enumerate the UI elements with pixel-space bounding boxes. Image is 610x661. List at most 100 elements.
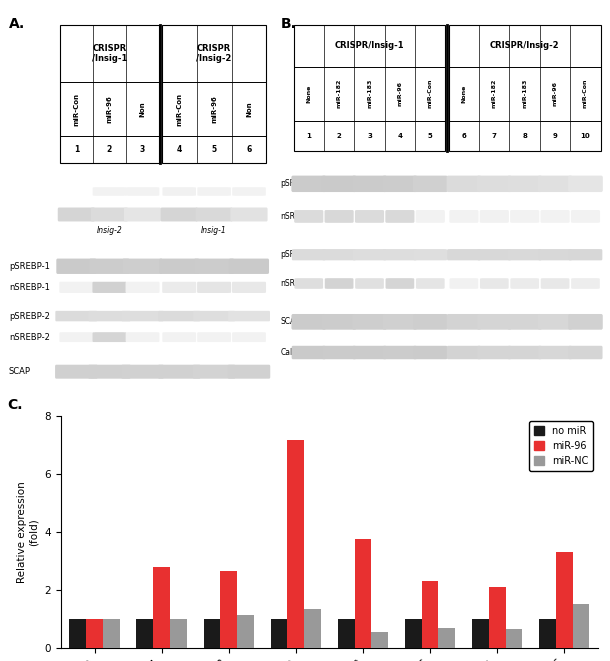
FancyBboxPatch shape <box>396 281 404 286</box>
FancyBboxPatch shape <box>479 176 509 191</box>
FancyBboxPatch shape <box>300 348 317 357</box>
FancyBboxPatch shape <box>361 178 378 189</box>
FancyBboxPatch shape <box>177 190 182 193</box>
FancyBboxPatch shape <box>487 179 501 188</box>
FancyBboxPatch shape <box>509 315 540 329</box>
FancyBboxPatch shape <box>292 314 326 330</box>
FancyBboxPatch shape <box>357 250 382 259</box>
Text: B.: B. <box>281 17 296 31</box>
FancyBboxPatch shape <box>398 282 402 286</box>
FancyBboxPatch shape <box>174 211 184 218</box>
FancyBboxPatch shape <box>423 179 437 188</box>
FancyBboxPatch shape <box>361 251 378 258</box>
FancyBboxPatch shape <box>102 211 117 218</box>
FancyBboxPatch shape <box>481 211 507 222</box>
FancyBboxPatch shape <box>364 280 375 286</box>
FancyBboxPatch shape <box>575 211 597 221</box>
FancyBboxPatch shape <box>307 214 311 219</box>
FancyBboxPatch shape <box>367 180 372 187</box>
FancyBboxPatch shape <box>173 284 186 290</box>
FancyBboxPatch shape <box>544 348 566 358</box>
FancyBboxPatch shape <box>173 189 185 194</box>
FancyBboxPatch shape <box>395 318 404 326</box>
FancyBboxPatch shape <box>422 178 439 189</box>
FancyBboxPatch shape <box>420 251 441 259</box>
FancyBboxPatch shape <box>97 260 122 272</box>
Bar <box>539 619 556 648</box>
FancyBboxPatch shape <box>514 178 536 190</box>
FancyBboxPatch shape <box>486 178 503 189</box>
FancyBboxPatch shape <box>397 319 403 325</box>
FancyBboxPatch shape <box>298 279 320 288</box>
FancyBboxPatch shape <box>207 334 221 340</box>
FancyBboxPatch shape <box>203 210 226 219</box>
FancyBboxPatch shape <box>480 278 509 289</box>
FancyBboxPatch shape <box>355 250 384 260</box>
FancyBboxPatch shape <box>331 348 348 357</box>
Text: 6: 6 <box>462 133 466 139</box>
FancyBboxPatch shape <box>307 282 310 286</box>
FancyBboxPatch shape <box>490 180 499 188</box>
FancyBboxPatch shape <box>107 369 112 374</box>
FancyBboxPatch shape <box>544 279 566 288</box>
Text: Non: Non <box>140 101 146 117</box>
FancyBboxPatch shape <box>294 250 323 260</box>
FancyBboxPatch shape <box>546 178 564 189</box>
FancyBboxPatch shape <box>545 251 565 259</box>
FancyBboxPatch shape <box>337 319 342 325</box>
FancyBboxPatch shape <box>417 315 443 329</box>
FancyBboxPatch shape <box>462 214 466 219</box>
FancyBboxPatch shape <box>517 280 532 287</box>
FancyBboxPatch shape <box>167 283 192 292</box>
FancyBboxPatch shape <box>163 366 195 377</box>
FancyBboxPatch shape <box>210 285 218 290</box>
FancyBboxPatch shape <box>306 180 311 187</box>
Text: pSREBP-1: pSREBP-1 <box>281 179 317 188</box>
Text: Insig-1: Insig-1 <box>201 226 227 235</box>
FancyBboxPatch shape <box>201 367 228 377</box>
FancyBboxPatch shape <box>237 210 260 219</box>
FancyBboxPatch shape <box>367 282 371 286</box>
FancyBboxPatch shape <box>96 283 122 292</box>
FancyBboxPatch shape <box>572 177 598 190</box>
FancyBboxPatch shape <box>482 279 507 288</box>
FancyBboxPatch shape <box>523 282 527 286</box>
FancyBboxPatch shape <box>298 211 320 221</box>
FancyBboxPatch shape <box>293 176 324 191</box>
Text: SCAP: SCAP <box>281 317 301 327</box>
FancyBboxPatch shape <box>211 263 217 269</box>
FancyBboxPatch shape <box>422 317 439 327</box>
FancyBboxPatch shape <box>548 317 562 327</box>
FancyBboxPatch shape <box>243 189 256 194</box>
Bar <box>556 553 573 648</box>
FancyBboxPatch shape <box>363 252 376 258</box>
FancyBboxPatch shape <box>193 365 235 379</box>
FancyBboxPatch shape <box>385 315 415 329</box>
FancyBboxPatch shape <box>134 284 151 291</box>
FancyBboxPatch shape <box>451 315 477 329</box>
FancyBboxPatch shape <box>579 349 592 356</box>
FancyBboxPatch shape <box>209 368 220 375</box>
FancyBboxPatch shape <box>300 178 318 189</box>
FancyBboxPatch shape <box>105 285 114 290</box>
FancyBboxPatch shape <box>418 279 443 288</box>
FancyBboxPatch shape <box>302 349 315 356</box>
FancyBboxPatch shape <box>197 187 231 196</box>
FancyBboxPatch shape <box>576 348 594 357</box>
FancyBboxPatch shape <box>389 348 411 358</box>
FancyBboxPatch shape <box>512 177 538 190</box>
FancyBboxPatch shape <box>198 312 230 321</box>
FancyBboxPatch shape <box>426 281 434 286</box>
FancyBboxPatch shape <box>365 281 373 286</box>
FancyBboxPatch shape <box>522 180 527 187</box>
FancyBboxPatch shape <box>542 177 569 190</box>
FancyBboxPatch shape <box>72 285 81 290</box>
FancyBboxPatch shape <box>228 311 270 321</box>
Text: 6: 6 <box>246 145 252 154</box>
FancyBboxPatch shape <box>235 367 262 377</box>
FancyBboxPatch shape <box>518 317 531 327</box>
FancyBboxPatch shape <box>95 209 123 220</box>
FancyBboxPatch shape <box>461 319 467 325</box>
FancyBboxPatch shape <box>236 283 262 292</box>
FancyBboxPatch shape <box>416 210 445 223</box>
